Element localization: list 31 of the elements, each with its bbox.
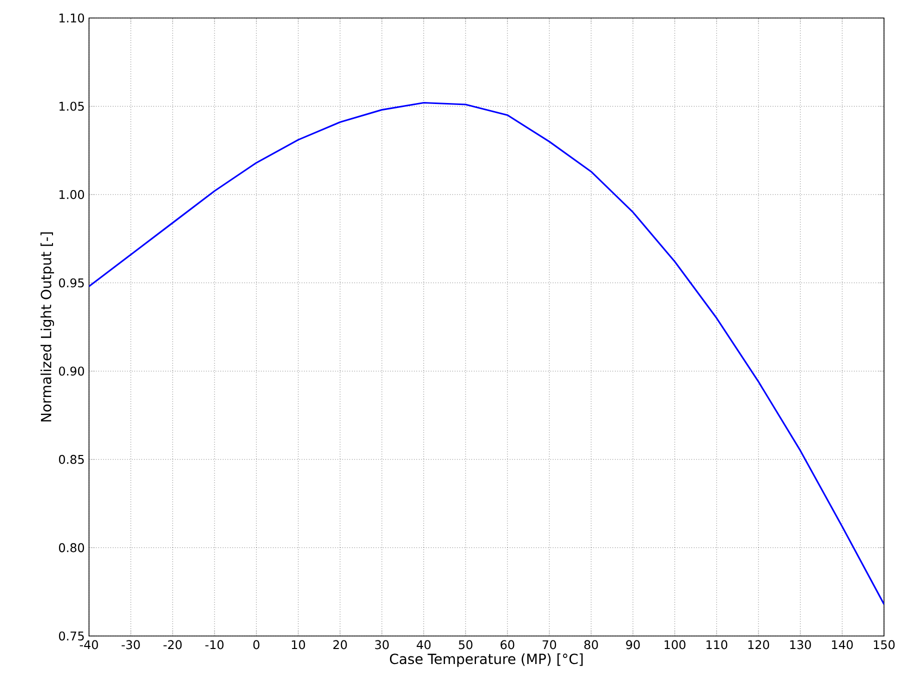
x-tick-label: -40 [80, 640, 98, 650]
x-tick-label: 150 [874, 640, 895, 650]
x-tick-label: -10 [205, 640, 224, 650]
x-tick-label: 70 [542, 640, 556, 650]
x-tick-label: -20 [164, 640, 182, 650]
y-tick-label: 0.85 [58, 454, 84, 464]
x-tick-label: 60 [500, 640, 514, 650]
x-tick-label: 0 [253, 640, 260, 650]
x-tick-label: 50 [458, 640, 472, 650]
line-series [89, 102, 884, 605]
x-tick-label: 140 [832, 640, 853, 650]
x-tick-label: 20 [333, 640, 347, 650]
y-axis-title: Normalized Light Output [-] [40, 232, 54, 422]
y-tick-label: 1.05 [60, 102, 84, 111]
x-tick-label: 40 [416, 640, 431, 650]
y-tick-label: 0.80 [58, 543, 84, 552]
y-tick-label: 0.75 [58, 631, 84, 641]
x-tick-label: 120 [748, 640, 770, 650]
x-tick-label: 90 [626, 640, 640, 650]
x-tick-label: 10 [292, 640, 306, 650]
x-tick-label: 30 [375, 640, 389, 650]
y-tick-label: 1.10 [60, 13, 84, 23]
x-tick-label: 100 [664, 640, 686, 650]
y-tick-label: 0.95 [58, 278, 84, 288]
x-tick-label: 110 [706, 640, 728, 650]
x-tick-label: 80 [584, 640, 598, 650]
y-tick-label: 0.90 [58, 366, 84, 376]
y-tick-label: 1.00 [60, 190, 84, 200]
x-axis-title: Case Temperature (MP) [°C] [390, 653, 583, 667]
x-tick-label: -30 [122, 640, 140, 650]
x-tick-label: 130 [790, 640, 811, 650]
